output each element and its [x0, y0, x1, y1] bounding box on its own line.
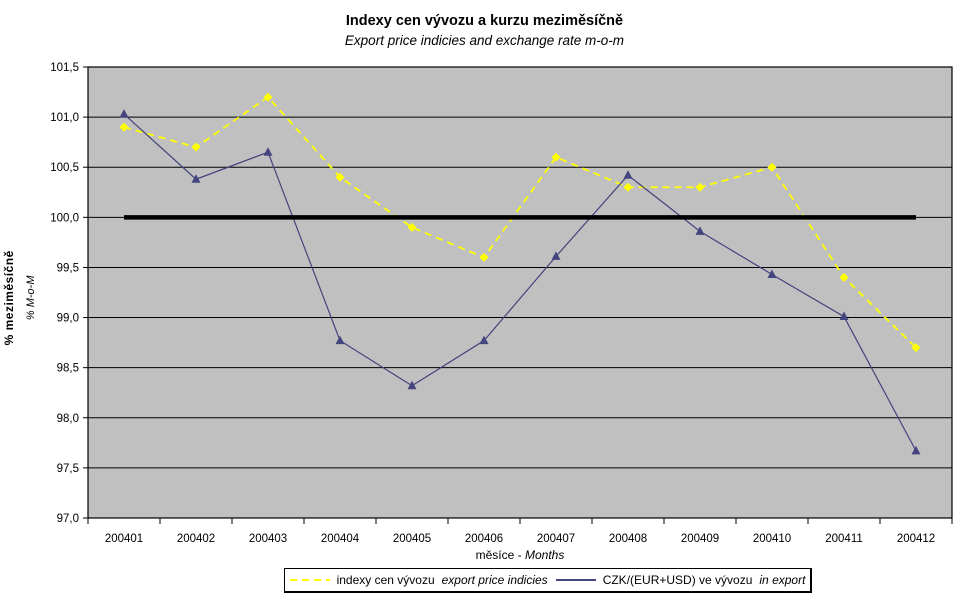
- triangle-marker: [335, 335, 345, 345]
- y-tick-label: 98,5: [57, 363, 79, 375]
- y-tick-label: 101,5: [50, 62, 79, 74]
- legend-item-exchange-rate: CZK/(EUR+USD) ve vývozu in export: [555, 573, 806, 587]
- chart-subtitle: Export price indicies and exchange rate …: [344, 33, 625, 48]
- legend-label-exchange-rate-czech: CZK/(EUR+USD) ve vývozu: [602, 573, 753, 587]
- y-tick-label: 98,0: [57, 413, 79, 425]
- x-tick-label: 200406: [465, 533, 503, 545]
- x-tick-label: 200404: [321, 533, 360, 545]
- triangle-marker: [191, 174, 201, 183]
- legend-label-exchange-rate-english: in export: [759, 573, 806, 587]
- diamond-marker: [623, 182, 633, 192]
- plot-background: [87, 66, 953, 519]
- triangle-marker: [407, 380, 417, 390]
- series-line-1: [123, 113, 917, 452]
- triangle-marker: [263, 147, 273, 156]
- diamond-marker: [119, 122, 129, 132]
- triangle-marker: [911, 445, 921, 455]
- x-tick-label: 200410: [753, 533, 791, 545]
- legend-solid-line-sample: [555, 579, 596, 581]
- x-tick-label: 200405: [393, 533, 431, 545]
- series-line-0: [123, 95, 917, 349]
- y-tick-label: 100,0: [50, 212, 79, 224]
- x-axis-title-czech: měsíce -: [475, 548, 522, 562]
- diamond-marker: [263, 92, 273, 102]
- x-tick-label: 200407: [537, 533, 575, 545]
- triangle-marker: [551, 251, 561, 260]
- diamond-marker: [911, 343, 921, 353]
- chart-title: Indexy cen vývozu a kurzu meziměsíčně: [345, 13, 624, 29]
- x-tick-label: 200412: [897, 533, 935, 545]
- x-tick-label: 200408: [609, 533, 647, 545]
- y-tick-label: 100,5: [50, 162, 79, 174]
- legend-label-export-price-english: export price indicies: [441, 573, 548, 587]
- x-axis-title-english: Months: [525, 548, 565, 562]
- y-tick-label: 97,0: [57, 513, 79, 525]
- y-tick-label: 99,0: [57, 313, 79, 325]
- y-tick-label: 97,5: [57, 463, 79, 475]
- x-tick-label: 200403: [249, 533, 287, 545]
- diamond-marker: [407, 222, 417, 232]
- triangle-marker: [839, 311, 849, 321]
- diamond-marker: [839, 272, 849, 282]
- x-tick-label: 200401: [105, 533, 143, 545]
- legend: indexy cen vývozu export price indicies …: [284, 568, 812, 593]
- diamond-marker: [767, 162, 777, 172]
- legend-dashed-line-sample: [289, 579, 330, 581]
- diamond-marker: [551, 152, 561, 162]
- triangle-marker: [695, 226, 705, 235]
- legend-item-export-price-index: indexy cen vývozu export price indicies: [289, 573, 548, 587]
- triangle-marker: [767, 269, 777, 278]
- triangle-marker: [119, 109, 129, 118]
- x-axis-title: měsíce - Months: [88, 548, 952, 562]
- legend-label-export-price-czech: indexy cen vývozu: [336, 573, 435, 587]
- triangle-marker: [479, 335, 489, 345]
- y-tick-label: 101,0: [50, 112, 79, 124]
- diamond-marker: [191, 142, 201, 152]
- diamond-marker: [335, 172, 345, 182]
- y-tick-label: 99,5: [57, 262, 79, 274]
- x-tick-label: 200409: [681, 533, 719, 545]
- x-tick-label: 200411: [825, 533, 863, 545]
- diamond-marker: [695, 182, 705, 192]
- diamond-marker: [479, 252, 489, 262]
- triangle-marker: [623, 170, 633, 179]
- x-tick-label: 200402: [177, 533, 215, 545]
